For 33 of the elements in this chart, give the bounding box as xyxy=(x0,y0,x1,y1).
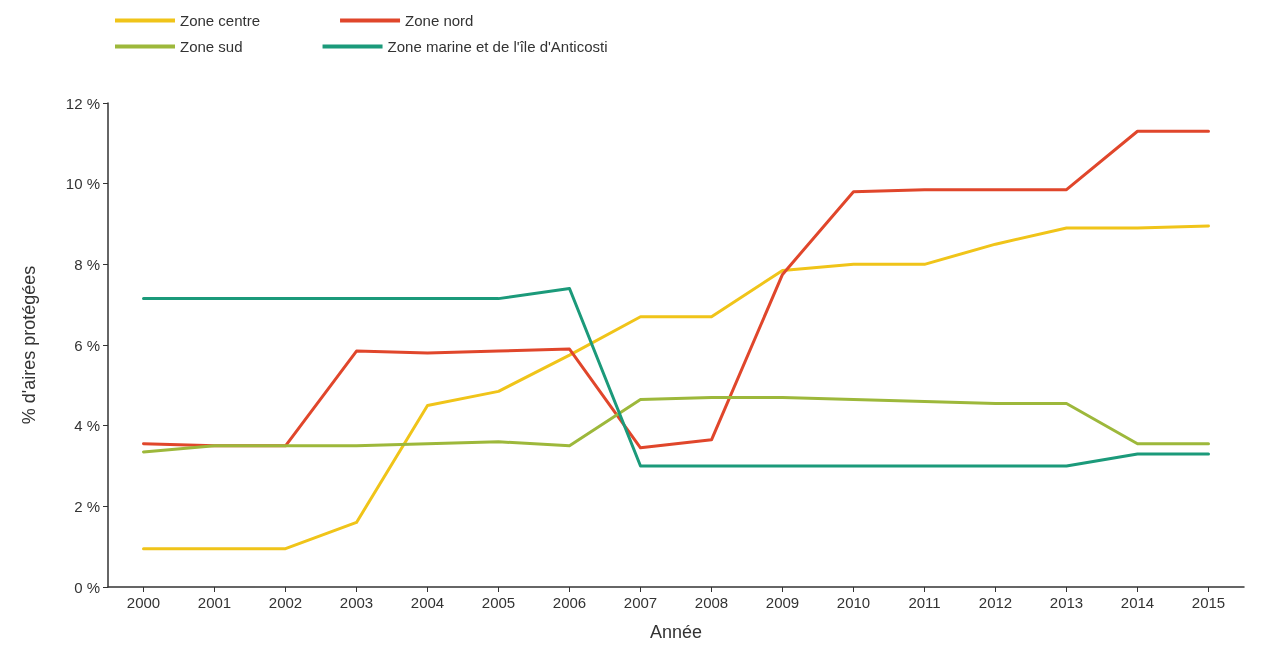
line-series xyxy=(142,287,1210,468)
line-series xyxy=(142,395,1210,454)
x-tick-label: 2006 xyxy=(552,594,587,611)
x-tick-label: 2012 xyxy=(978,594,1013,611)
y-tick-label: 8 % xyxy=(74,255,100,273)
x-tick-label: 2005 xyxy=(481,594,516,611)
x-tick-label: 2004 xyxy=(410,594,445,611)
line-series xyxy=(142,129,1210,450)
legend-label: Zone centre xyxy=(180,12,261,29)
y-tick-label: 4 % xyxy=(74,417,100,435)
y-axis-title: % d'aires protégées xyxy=(19,265,39,425)
x-tick-label: 2003 xyxy=(339,594,374,611)
y-tick-label: 2 % xyxy=(74,497,100,515)
x-tick-label: 2007 xyxy=(623,594,658,611)
x-tick-label: 2011 xyxy=(908,594,941,611)
x-tick-label: 2014 xyxy=(1120,594,1155,611)
x-tick-label: 2009 xyxy=(765,594,800,611)
legend-label: Zone marine et de l'île d'Anticosti xyxy=(387,38,608,55)
y-tick-label: 0 % xyxy=(74,578,100,596)
legend-label: Zone nord xyxy=(405,12,474,29)
y-tick-label: 12 % xyxy=(65,94,100,112)
x-tick-label: 2008 xyxy=(694,594,729,611)
y-tick-label: 10 % xyxy=(65,175,100,193)
x-tick-label: 2002 xyxy=(268,594,303,611)
x-tick-label: 2000 xyxy=(126,594,161,611)
x-tick-label: 2001 xyxy=(197,594,232,611)
y-tick-label: 6 % xyxy=(74,336,100,354)
x-tick-label: 2010 xyxy=(836,594,871,611)
x-axis-title: Année xyxy=(649,622,703,642)
line-series xyxy=(142,224,1210,551)
x-tick-label: 2013 xyxy=(1049,594,1084,611)
legend-label: Zone sud xyxy=(180,38,243,55)
x-tick-label: 2015 xyxy=(1191,594,1226,611)
